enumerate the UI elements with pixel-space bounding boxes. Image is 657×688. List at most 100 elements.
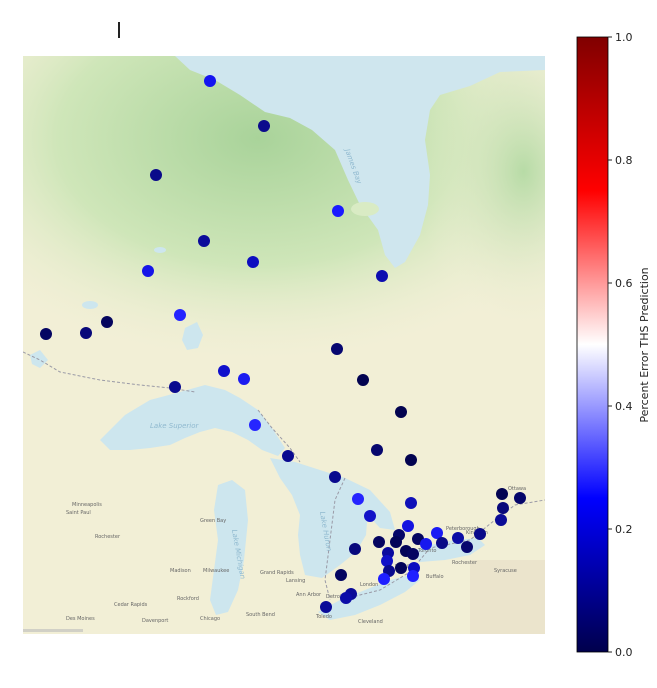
- small-lake: [154, 247, 166, 253]
- colorbar-tick-label: 1.0: [615, 31, 633, 44]
- place-label: Rockford: [177, 596, 199, 602]
- place-label: South Bend: [246, 612, 275, 618]
- station-marker: [496, 488, 508, 500]
- station-marker: [258, 120, 270, 132]
- place-label: Green Bay: [200, 518, 226, 524]
- station-marker: [174, 309, 186, 321]
- station-marker: [371, 444, 383, 456]
- colorbar-label: Percent Error THS Prediction: [638, 267, 651, 422]
- station-marker: [395, 562, 407, 574]
- small-lake: [82, 301, 98, 309]
- station-marker: [332, 205, 344, 217]
- place-label: Milwaukee: [203, 568, 229, 574]
- station-markers: [40, 75, 526, 613]
- lake-michigan: [210, 480, 248, 615]
- akimiski-island: [351, 202, 379, 216]
- station-marker: [247, 256, 259, 268]
- lake-superior-label: Lake Superior: [150, 422, 200, 430]
- station-marker: [420, 538, 432, 550]
- place-label: Buffalo: [426, 574, 444, 580]
- us-canada-border: [23, 351, 545, 601]
- station-marker: [340, 592, 352, 604]
- basemap: James Bay Lake Superior Lake Huron Lake …: [23, 56, 545, 634]
- station-marker: [329, 471, 341, 483]
- lake-erie: [318, 575, 420, 620]
- place-label: Madison: [170, 568, 191, 574]
- place-label: Ottawa: [508, 486, 526, 492]
- station-marker: [390, 536, 402, 548]
- station-marker: [142, 265, 154, 277]
- place-label: Toronto: [417, 548, 436, 554]
- station-marker: [349, 543, 361, 555]
- place-label: Chicago: [200, 616, 220, 622]
- station-marker: [376, 270, 388, 282]
- station-marker: [40, 328, 52, 340]
- place-label: Syracuse: [494, 568, 517, 574]
- lake-huron: [270, 458, 368, 578]
- station-marker: [431, 527, 443, 539]
- station-marker: [249, 419, 261, 431]
- colorbar-tick-label: 0.8: [615, 154, 633, 167]
- place-label: Des Moines: [66, 616, 95, 622]
- station-marker: [352, 493, 364, 505]
- station-marker: [150, 169, 162, 181]
- lake-superior: [100, 385, 285, 456]
- place-label: Minneapolis: [72, 502, 102, 508]
- colorbar: 0.0 0.2 0.4 0.6 0.8 1.0 Percent Error TH…: [576, 31, 651, 659]
- station-marker: [407, 548, 419, 560]
- station-marker: [402, 520, 414, 532]
- colorbar-tick-label: 0.2: [615, 523, 633, 536]
- station-marker: [320, 601, 332, 613]
- station-marker: [204, 75, 216, 87]
- station-marker: [218, 365, 230, 377]
- place-label: Detroit: [326, 594, 343, 600]
- place-label: Cleveland: [358, 619, 383, 625]
- station-marker: [405, 454, 417, 466]
- attribution-strip: [23, 629, 83, 632]
- station-marker: [514, 492, 526, 504]
- station-marker: [405, 497, 417, 509]
- station-marker: [80, 327, 92, 339]
- station-marker: [461, 541, 473, 553]
- place-label: Cedar Rapids: [114, 602, 148, 608]
- station-marker: [282, 450, 294, 462]
- station-marker: [238, 373, 250, 385]
- colorbar-tick-label: 0.0: [615, 646, 633, 659]
- station-marker: [357, 374, 369, 386]
- station-marker: [373, 536, 385, 548]
- station-marker: [381, 555, 393, 567]
- place-label: Lansing: [286, 578, 305, 584]
- station-marker: [364, 510, 376, 522]
- station-marker: [436, 537, 448, 549]
- station-marker: [407, 570, 419, 582]
- colorbar-tick-label: 0.4: [615, 400, 633, 413]
- place-label: Peterborough: [446, 526, 480, 532]
- appalachian-terrain: [470, 560, 545, 634]
- station-marker: [378, 573, 390, 585]
- title-fragment: [118, 22, 120, 38]
- hudson-bay: [175, 56, 545, 268]
- place-label: Rochester: [95, 534, 121, 540]
- station-marker: [331, 343, 343, 355]
- colorbar-gradient: [576, 36, 609, 653]
- place-label: Toledo: [315, 614, 332, 620]
- place-label: Rochester: [452, 560, 478, 566]
- station-marker: [497, 502, 509, 514]
- colorbar-tick-label: 0.6: [615, 277, 633, 290]
- place-label: Davenport: [142, 618, 168, 624]
- station-marker: [495, 514, 507, 526]
- lake-nipigon: [182, 322, 203, 350]
- place-label: Saint Paul: [66, 510, 91, 516]
- place-label: Ann Arbor: [296, 592, 322, 598]
- station-marker: [198, 235, 210, 247]
- station-marker: [395, 406, 407, 418]
- station-marker: [169, 381, 181, 393]
- station-marker: [474, 528, 486, 540]
- station-marker: [452, 532, 464, 544]
- colorbar-ticks: 0.0 0.2 0.4 0.6 0.8 1.0: [608, 31, 633, 659]
- place-label: London: [360, 582, 378, 588]
- station-marker: [101, 316, 113, 328]
- station-marker: [335, 569, 347, 581]
- place-label: Grand Rapids: [260, 570, 294, 576]
